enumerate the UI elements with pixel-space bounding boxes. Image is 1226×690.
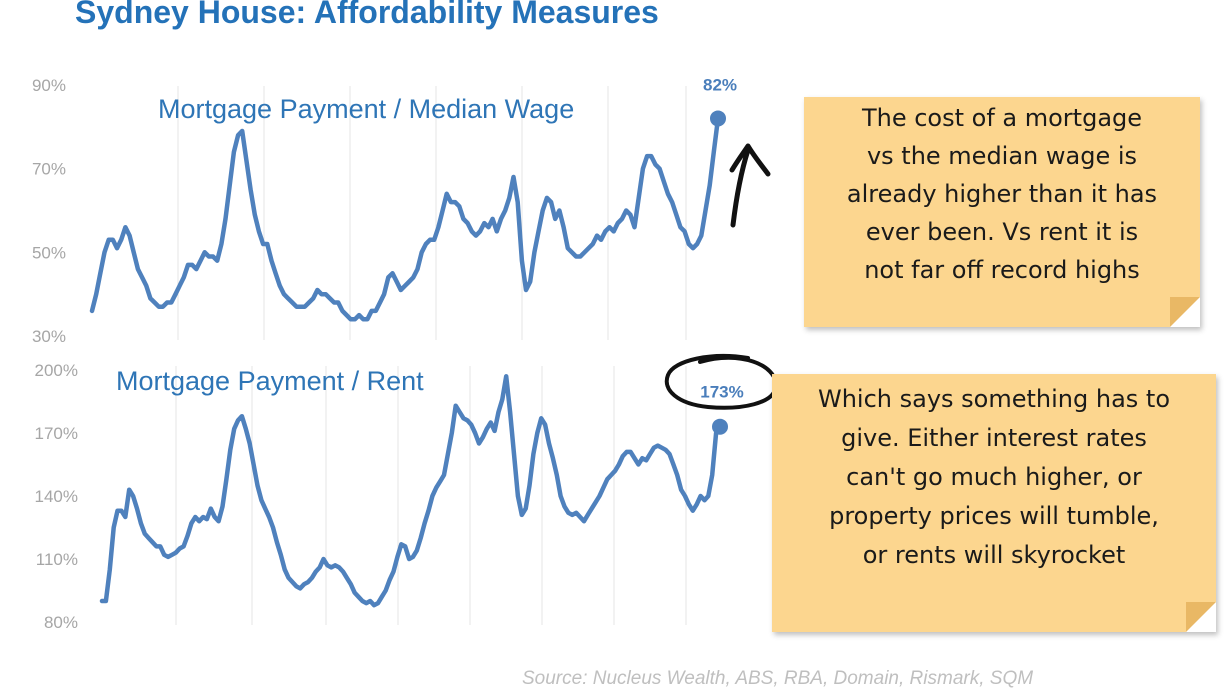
y-tick-label: 70%: [32, 160, 66, 179]
sticky-note-mortgage-wage: The cost of a mortgage vs the median wag…: [804, 97, 1200, 327]
note-text-1: The cost of a mortgage vs the median wag…: [846, 104, 1158, 284]
end-point-marker: [712, 418, 728, 435]
note-fold-2: [1186, 602, 1216, 632]
y-tick-label: 140%: [35, 487, 78, 506]
y-tick-label: 110%: [36, 550, 78, 569]
end-value-label: 82%: [703, 75, 737, 94]
y-tick-label: 200%: [35, 361, 78, 380]
series-line: [99, 374, 723, 608]
hand-drawn-up-arrow: [729, 143, 771, 228]
y-tick-label: 170%: [35, 424, 78, 443]
chart-mortgage-rent: 200% 170% 140% 110% 80% Mortgage Payment / Re…: [35, 361, 744, 632]
note-text-2: Which says something has to give. Either…: [817, 385, 1171, 569]
y-tick-label: 30%: [32, 327, 66, 346]
note-fold-1: [1170, 297, 1200, 327]
source-caption: Source: Nucleus Wealth, ABS, RBA, Domain…: [522, 668, 1034, 689]
hand-drawn-annotations: [664, 143, 779, 410]
chart-mortgage-wage: 90% 70% 50% 30% Mortgage Payment / Median Wa…: [32, 75, 737, 346]
panel-title: Mortgage Payment / Rent: [116, 366, 424, 396]
sticky-note-something-has-to-give: Which says something has to give. Either…: [772, 374, 1216, 632]
hand-drawn-circle: [664, 354, 779, 410]
y-tick-label: 90%: [32, 76, 66, 95]
series-line: [89, 116, 721, 322]
end-value-label: 173%: [700, 383, 743, 402]
end-point-marker: [710, 110, 726, 127]
page-title: Sydney House: Affordability Measures: [75, 0, 659, 30]
y-tick-label: 50%: [32, 243, 66, 262]
y-tick-label: 80%: [44, 613, 78, 632]
panel-title: Mortgage Payment / Median Wage: [158, 94, 574, 124]
